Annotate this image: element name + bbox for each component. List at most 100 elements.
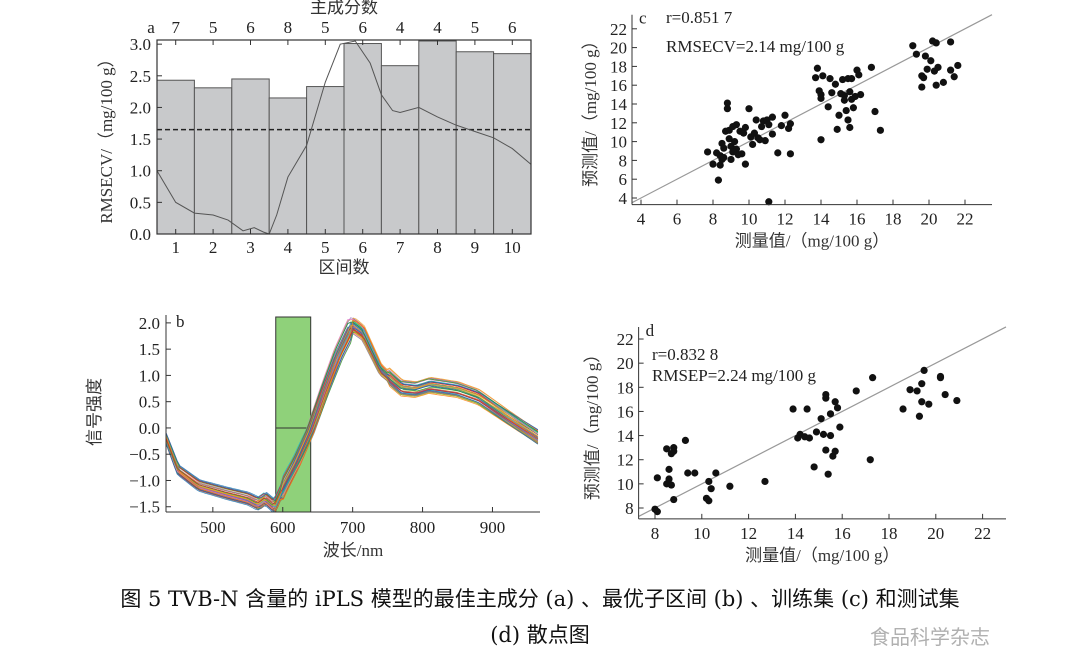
y-tick-label: 8 <box>625 499 634 518</box>
data-point <box>839 75 847 84</box>
spectrum-line <box>165 332 539 504</box>
data-point <box>923 65 931 73</box>
data-point <box>812 74 820 82</box>
x-tick-label: 8 <box>433 238 442 257</box>
y-tick-label: 12 <box>610 114 627 133</box>
data-point <box>714 176 723 184</box>
data-point <box>912 50 921 58</box>
spectrum-line <box>165 331 539 502</box>
spectrum-line <box>165 330 539 507</box>
data-point <box>913 387 921 395</box>
data-point <box>939 78 948 86</box>
data-point <box>920 366 928 375</box>
spectrum-line <box>165 319 539 510</box>
x-tick-label: 800 <box>410 518 436 537</box>
x-axis-title: 波长/nm <box>323 541 383 560</box>
y-tick-label: 18 <box>610 57 627 76</box>
spectrum-line <box>165 321 539 508</box>
data-point <box>741 123 750 132</box>
data-point <box>745 105 753 113</box>
y-tick-label: 1.5 <box>139 340 160 359</box>
data-point <box>813 64 822 72</box>
bar-5 <box>306 86 345 235</box>
data-point <box>852 387 860 395</box>
data-point <box>720 144 728 152</box>
x-tick-label: 12 <box>740 524 757 543</box>
data-point <box>932 39 940 47</box>
bar-6 <box>343 43 382 235</box>
panel-label-c: c <box>639 9 647 28</box>
data-point <box>826 75 834 83</box>
data-point <box>691 469 699 477</box>
x-tick-label: 7 <box>396 238 405 257</box>
data-point <box>789 405 797 413</box>
data-point <box>709 160 717 168</box>
x-tick-label: 500 <box>200 518 226 537</box>
y-tick-label: 0.5 <box>130 193 151 212</box>
top-axis-title: 主成分数 <box>310 0 378 17</box>
data-point <box>822 446 830 454</box>
data-point <box>803 405 811 413</box>
y-tick-label: 20 <box>617 354 634 373</box>
data-point <box>665 465 673 473</box>
data-point <box>707 485 715 493</box>
y-tick-label: 8 <box>619 151 628 170</box>
data-point <box>761 477 769 486</box>
x-tick-label: 6 <box>673 210 682 229</box>
y-tick-label: 2.5 <box>130 67 151 86</box>
spectrum-line <box>165 318 539 511</box>
y-axis-title: 预测值/（mg/100 g） <box>581 32 600 186</box>
data-point <box>726 482 734 490</box>
data-point <box>741 160 750 168</box>
x-tick-label: 12 <box>777 210 794 229</box>
data-point <box>817 136 825 144</box>
x-tick-label: 4 <box>284 238 293 257</box>
data-point <box>899 405 907 413</box>
data-point <box>786 150 795 158</box>
data-point <box>817 94 825 102</box>
data-point <box>826 410 835 418</box>
top-tick-label: 5 <box>471 18 480 37</box>
top-tick-label: 5 <box>209 18 218 37</box>
spectrum-line <box>165 327 539 501</box>
data-point <box>867 63 876 71</box>
x-tick-label: 8 <box>651 524 660 543</box>
x-tick-label: 18 <box>881 524 898 543</box>
x-tick-label: 16 <box>849 210 866 229</box>
y-tick-label: 0.0 <box>139 419 160 438</box>
spectrum-line <box>165 327 539 504</box>
x-tick-label: 3 <box>246 238 255 257</box>
spectrum-line <box>165 323 539 508</box>
top-tick-label: 5 <box>321 18 330 37</box>
y-tick-label: 18 <box>617 378 634 397</box>
spectrum-line <box>165 321 539 506</box>
x-tick-label: 10 <box>504 238 521 257</box>
data-point <box>936 374 945 382</box>
panel-label-d: d <box>646 321 655 340</box>
spectrum-line <box>165 326 539 508</box>
top-tick-label: 7 <box>171 18 180 37</box>
y-tick-label: 2.0 <box>130 98 151 117</box>
data-point <box>846 123 854 132</box>
data-point <box>954 61 962 70</box>
data-point <box>855 71 863 79</box>
data-point <box>831 447 839 455</box>
x-tick-label: 22 <box>957 210 974 229</box>
data-point <box>681 436 690 445</box>
data-point <box>765 121 773 129</box>
spectrum-line <box>165 324 539 506</box>
data-point <box>915 412 924 420</box>
data-point <box>932 81 940 89</box>
data-point <box>670 447 678 455</box>
annotation-error: RMSEP=2.24 mg/100 g <box>652 366 817 385</box>
data-point <box>740 129 748 137</box>
data-point <box>667 481 675 489</box>
data-point <box>947 66 955 74</box>
data-point <box>817 415 825 423</box>
data-point <box>731 138 739 146</box>
data-point <box>857 91 865 99</box>
data-point <box>844 116 852 124</box>
bar-3 <box>231 78 270 235</box>
y-axis-title: 信号强度 <box>85 378 104 446</box>
data-point <box>756 136 764 144</box>
